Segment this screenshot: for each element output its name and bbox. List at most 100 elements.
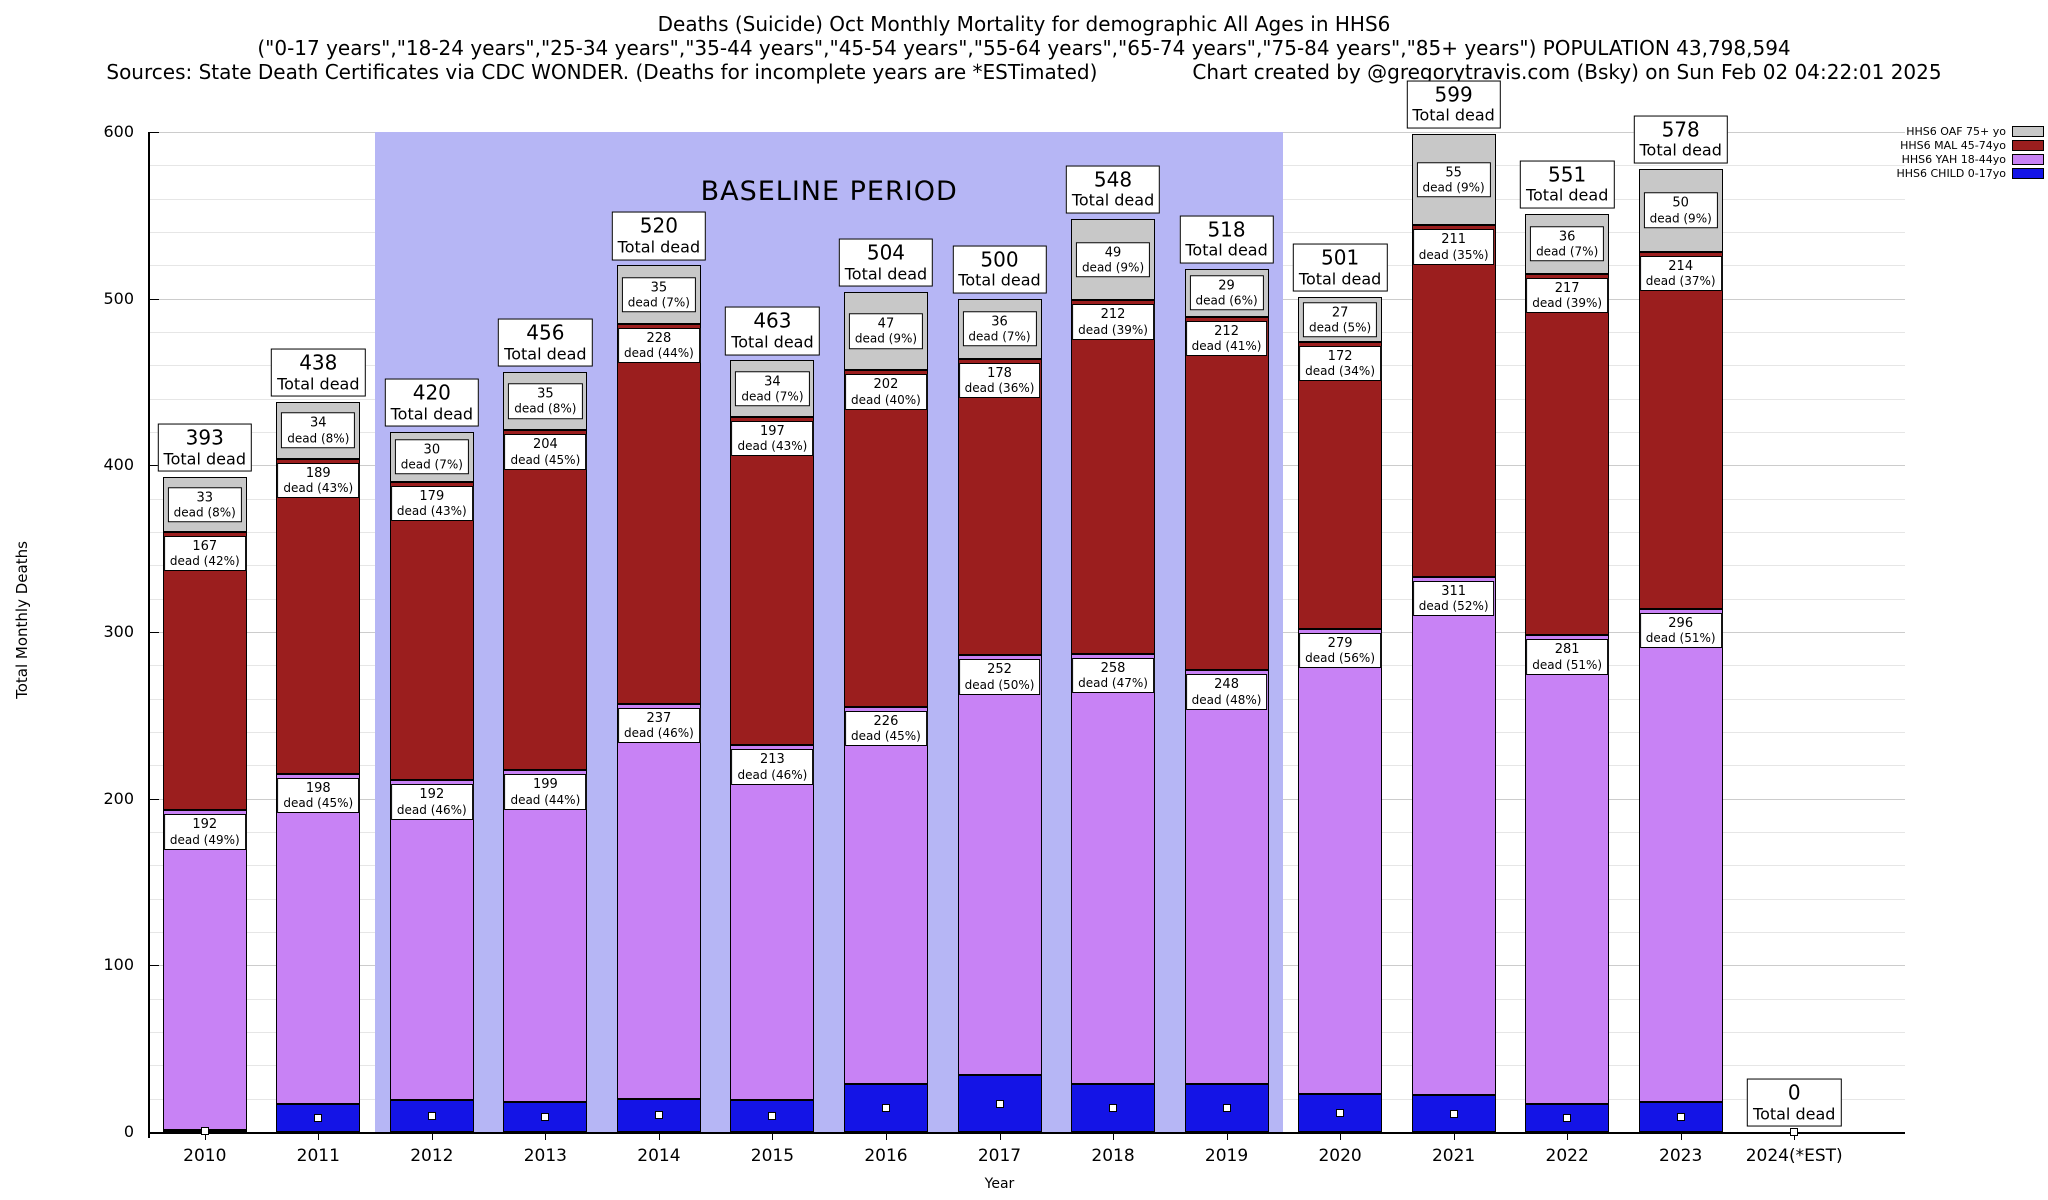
segment-label-oaf-value: 34 [764, 373, 781, 389]
segment-label-yah-value: 248 [1214, 677, 1239, 693]
bar-segment-yah-2022 [1525, 635, 1610, 1104]
bar-segment-yah-2015 [730, 745, 815, 1101]
legend-item-yah: HHS6 YAH 18-44yo [1902, 154, 2044, 165]
bar-segment-mal-2013 [503, 430, 588, 771]
segment-label-oaf-text: dead (9%) [1649, 210, 1712, 225]
segment-label-mal: 217 dead (39%) [1526, 277, 1609, 314]
x-tick [204, 1134, 206, 1140]
segment-label-oaf: 36 dead (7%) [1530, 225, 1605, 262]
segment-label-oaf-value: 49 [1104, 244, 1122, 260]
x-tick [1113, 1134, 1115, 1140]
segment-label-yah-text: dead (45%) [283, 795, 354, 810]
bar-total-label-value: 520 [639, 213, 678, 238]
bar-total-label-text: Total dead [163, 449, 246, 469]
child-marker [1563, 1113, 1572, 1122]
bar-total-label-text: Total dead [844, 264, 928, 284]
child-marker [200, 1127, 209, 1136]
bar-total-label: 463 Total dead [725, 306, 820, 356]
x-tick-label: 2023 [1659, 1146, 1703, 1166]
segment-label-yah-text: dead (56%) [1305, 650, 1376, 665]
segment-label-oaf: 50 dead (9%) [1643, 192, 1718, 229]
segment-label-yah: 199 dead (44%) [504, 774, 587, 810]
x-axis-title: Year [984, 1176, 1015, 1192]
segment-label-oaf-value: 36 [1558, 228, 1576, 244]
segment-label-yah: 258 dead (47%) [1072, 657, 1154, 694]
bar-segment-mal-2022 [1525, 273, 1610, 636]
bar-total-label-value: 393 [185, 425, 224, 450]
segment-label-yah-value: 198 [305, 780, 331, 796]
bar-total-label-text: Total dead [277, 374, 360, 394]
child-marker [768, 1112, 777, 1121]
chart-subtitle-demographics: ("0-17 years","18-24 years","25-34 years… [257, 36, 1791, 60]
x-tick [885, 1134, 887, 1140]
segment-label-mal-value: 172 [1327, 349, 1353, 364]
bar-total-label-value: 0 [1787, 1080, 1801, 1105]
legend-item-mal: HHS6 MAL 45-74yo [1900, 140, 2044, 151]
segment-label-oaf-text: dead (7%) [627, 295, 690, 310]
segment-label-mal-value: 167 [192, 539, 218, 554]
segment-label-yah: 192 dead (46%) [390, 784, 473, 820]
bar-total-label-value: 504 [866, 240, 906, 265]
bar-total-label-value: 456 [526, 320, 565, 345]
segment-label-yah-value: 192 [419, 787, 445, 803]
bar-total-label-text: Total dead [1639, 140, 1722, 160]
segment-label-yah-value: 199 [532, 777, 558, 793]
legend-swatch-yah [2012, 154, 2044, 165]
segment-label-oaf-text: dead (9%) [1081, 260, 1145, 275]
chart-title: Deaths (Suicide) Oct Monthly Mortality f… [657, 12, 1391, 36]
segment-label-mal: 202 dead (40%) [845, 374, 927, 410]
segment-label-yah-value: 213 [760, 752, 785, 768]
segment-label-mal-value: 178 [987, 365, 1012, 381]
legend-swatch-child [2012, 168, 2044, 179]
bar-segment-yah-2021 [1411, 577, 1496, 1096]
bar-segment-mal-2019 [1184, 317, 1269, 671]
segment-label-mal-text: dead (35%) [1418, 247, 1489, 262]
bar-segment-yah-2016 [843, 707, 928, 1084]
legend-label-child: HHS6 CHILD 0-17yo [1896, 167, 2006, 180]
x-tick [1680, 1134, 1682, 1140]
segment-label-mal: 214 dead (37%) [1639, 256, 1722, 292]
x-tick [1226, 1134, 1228, 1140]
segment-label-mal: 172 dead (34%) [1299, 346, 1382, 382]
y-tick-label: 300 [103, 622, 134, 641]
bar-segment-mal-2010 [162, 532, 247, 811]
y-tick [150, 465, 159, 467]
chart-credit: Chart created by @gregorytravis.com (Bsk… [1192, 60, 1942, 84]
child-marker [1222, 1103, 1231, 1112]
segment-label-mal-text: dead (40%) [851, 392, 921, 407]
bar-total-label-text: Total dead [1298, 269, 1382, 289]
x-tick [1567, 1134, 1569, 1140]
legend-label-oaf: HHS6 OAF 75+ yo [1906, 125, 2006, 138]
y-tick [150, 965, 159, 967]
segment-label-yah: 226 dead (45%) [845, 711, 927, 747]
segment-label-yah-value: 237 [646, 710, 672, 726]
segment-label-yah-text: dead (51%) [1645, 630, 1716, 645]
bar-segment-yah-2010 [162, 810, 247, 1131]
segment-label-oaf-text: dead (8%) [514, 401, 577, 416]
segment-label-yah: 252 dead (50%) [958, 659, 1041, 695]
x-tick-label: 2015 [750, 1146, 795, 1166]
bar-total-label: 500 Total dead [952, 245, 1047, 294]
x-tick-label: 2014 [637, 1146, 681, 1166]
bar-total-label: 456 Total dead [498, 318, 593, 367]
segment-label-yah-value: 252 [987, 662, 1012, 678]
bar-segment-mal-2018 [1071, 300, 1156, 654]
bar-segment-yah-2011 [276, 773, 361, 1104]
segment-label-mal-text: dead (43%) [737, 439, 808, 454]
segment-label-mal-text: dead (45%) [510, 452, 581, 467]
bar-segment-mal-2023 [1638, 252, 1723, 609]
x-tick-label: 2011 [296, 1146, 340, 1166]
bar-total-label-text: Total dead [958, 270, 1041, 290]
legend-swatch-oaf [2012, 126, 2044, 137]
segment-label-mal-value: 204 [532, 437, 558, 453]
x-tick [318, 1134, 320, 1140]
y-tick-label: 500 [103, 288, 134, 308]
bar-total-label: 578 Total dead [1633, 115, 1728, 164]
bar-total-label-text: Total dead [1185, 240, 1268, 260]
bar-total-label-value: 420 [412, 380, 451, 405]
segment-label-yah-text: dead (46%) [396, 802, 467, 817]
segment-label-oaf-value: 36 [991, 313, 1008, 329]
segment-label-oaf-value: 33 [196, 489, 214, 505]
y-tick [150, 632, 159, 633]
